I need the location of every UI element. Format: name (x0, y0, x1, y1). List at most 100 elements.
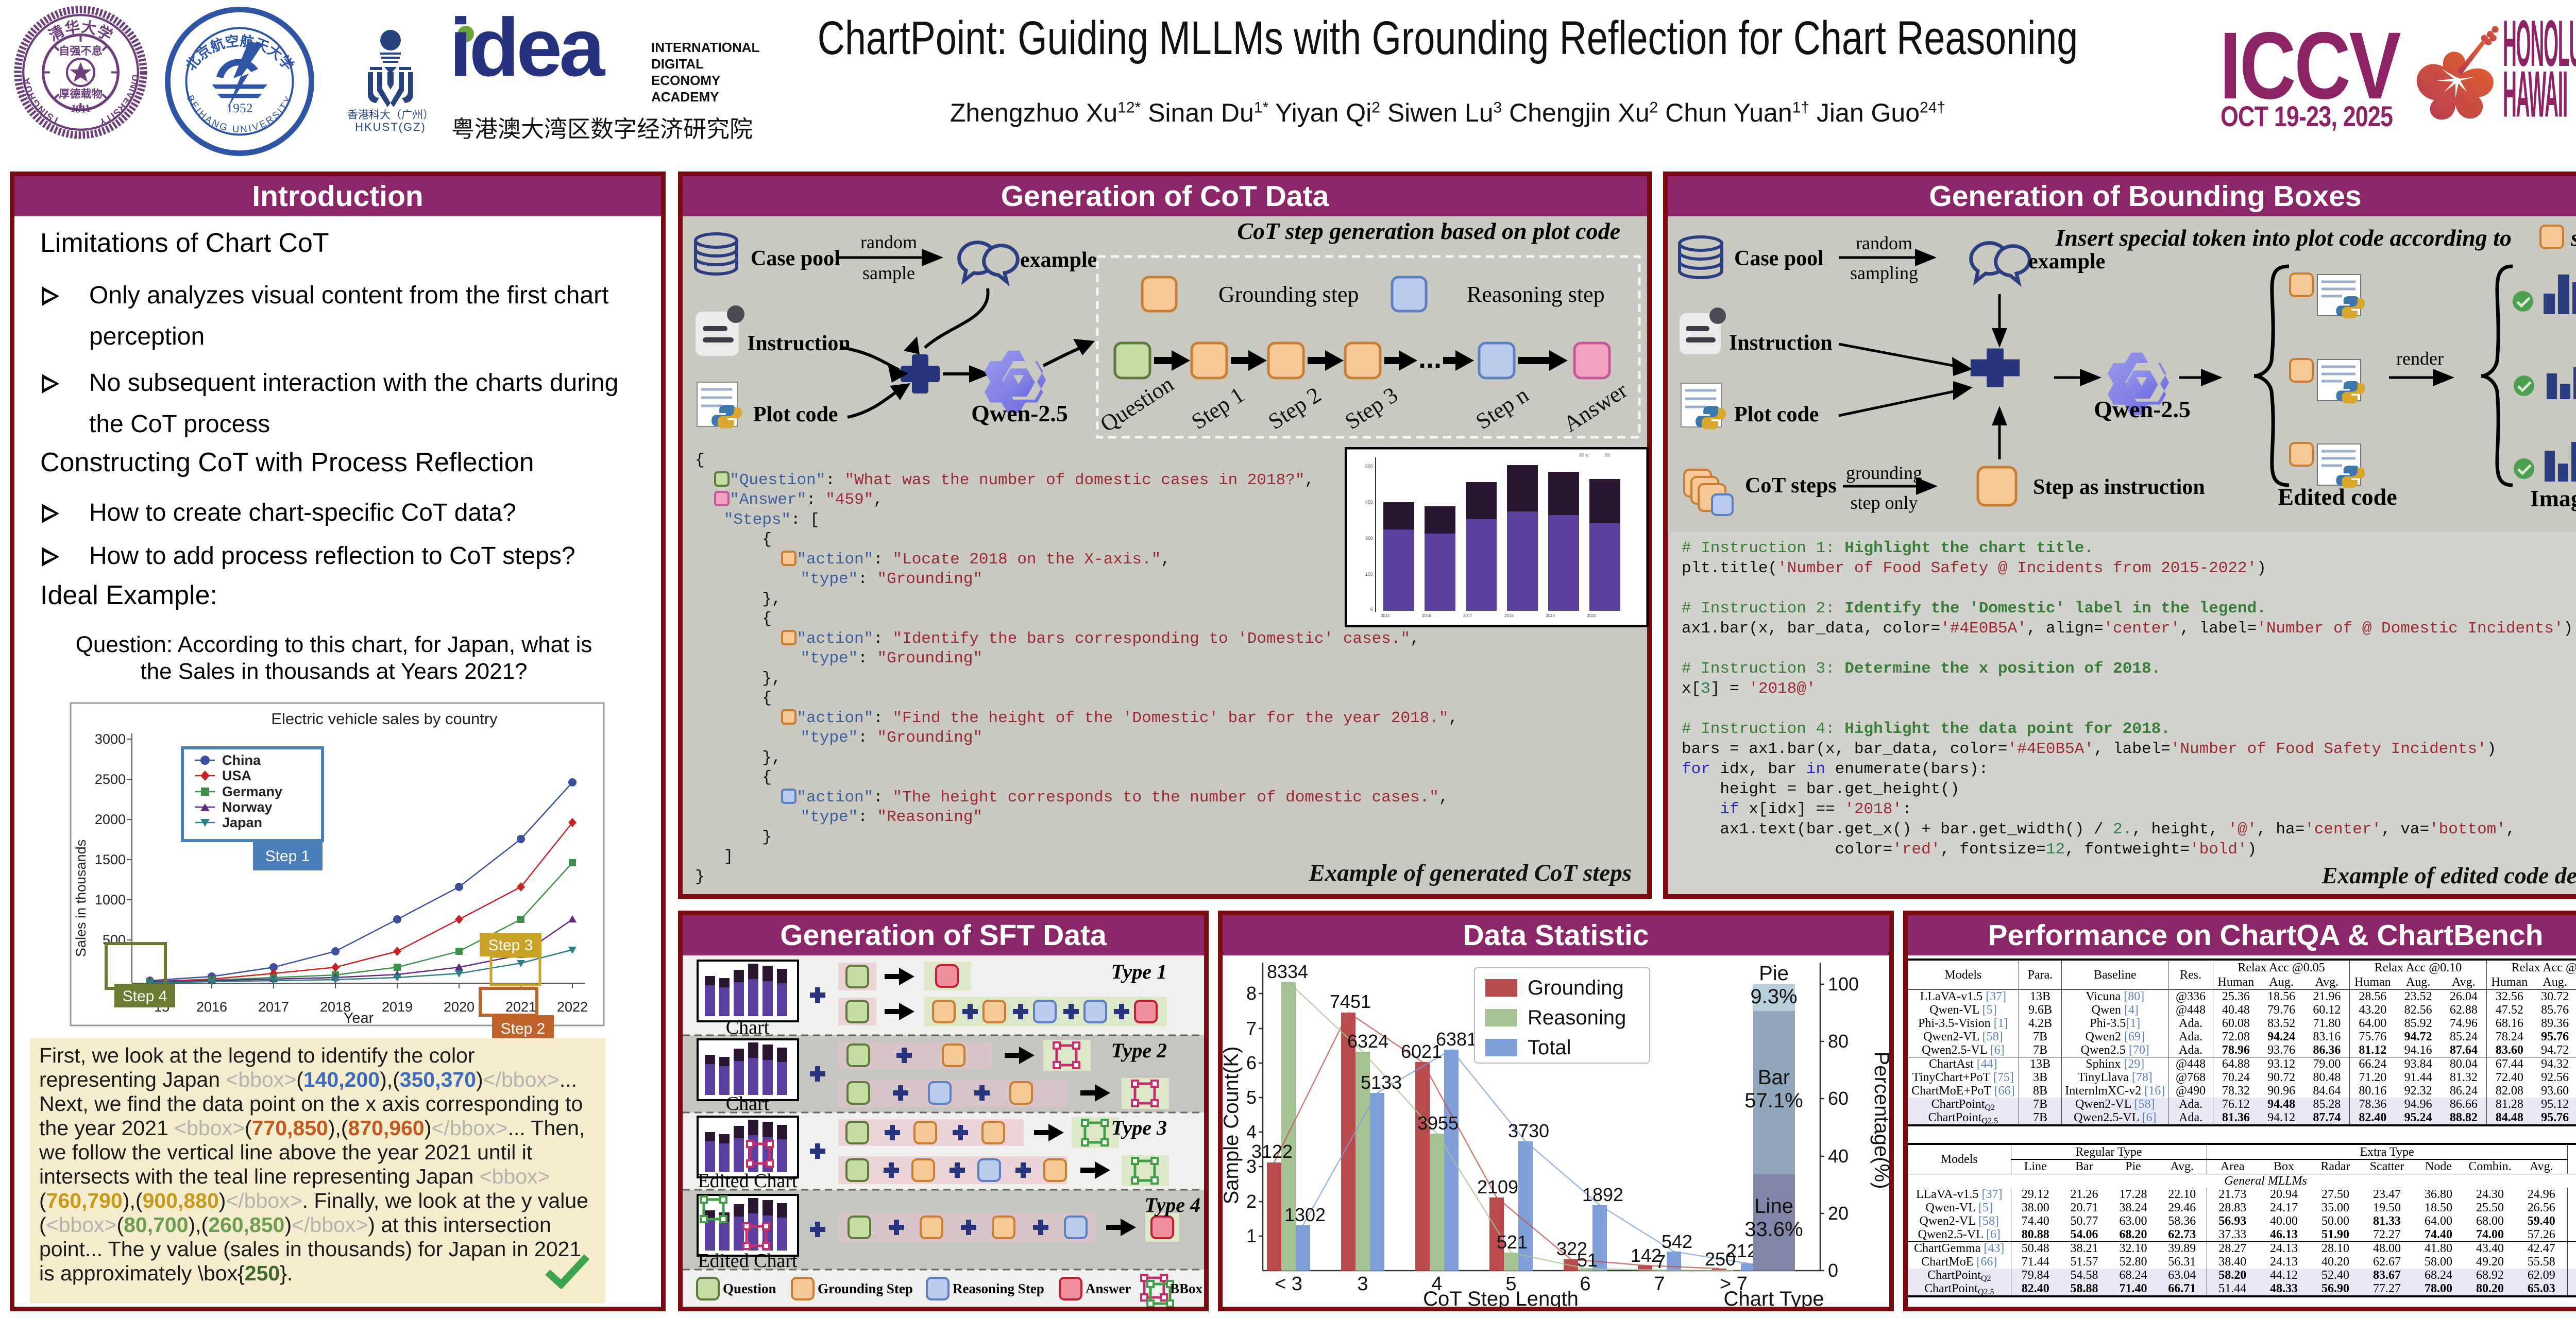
svg-text:4: 4 (1431, 1273, 1442, 1295)
svg-text:1000: 1000 (95, 892, 126, 908)
svg-text:57.1%: 57.1% (1744, 1089, 1803, 1112)
svg-text:example: example (2028, 250, 2105, 273)
svg-text:100: 100 (1828, 973, 1859, 995)
svg-text:Sample Count(K): Sample Count(K) (1223, 1047, 1243, 1205)
svg-text:5: 5 (1246, 1087, 1257, 1108)
svg-text:Chart: Chart (726, 1017, 770, 1038)
svg-text:5: 5 (1505, 1273, 1516, 1295)
svg-text:Instruction: Instruction (1729, 331, 1833, 355)
svg-text:150: 150 (1365, 572, 1373, 577)
svg-text:Norway: Norway (222, 799, 273, 815)
svg-text:7451: 7451 (1330, 991, 1371, 1012)
svg-text:2016: 2016 (196, 999, 227, 1015)
svg-text:6: 6 (1580, 1273, 1590, 1295)
svg-text:2020: 2020 (444, 999, 474, 1015)
svg-text:Step 1: Step 1 (1187, 382, 1249, 435)
svg-text:2020: 2020 (1587, 613, 1596, 618)
svg-text:Electric vehicle sales by coun: Electric vehicle sales by country (271, 710, 498, 728)
svg-text:example: example (1020, 248, 1097, 272)
svg-text:6324: 6324 (1347, 1031, 1388, 1052)
svg-text:3122: 3122 (1251, 1141, 1293, 1162)
svg-text:3: 3 (1246, 1156, 1257, 1177)
svg-text:2018: 2018 (1504, 613, 1514, 618)
svg-text:Reasoning step: Reasoning step (1467, 282, 1605, 307)
svg-text:33.6%: 33.6% (1744, 1218, 1803, 1241)
svg-text:2109: 2109 (1477, 1176, 1518, 1197)
svg-text:Japan: Japan (222, 815, 262, 830)
svg-text:S: S (1585, 453, 1588, 458)
svg-text:1952: 1952 (227, 100, 253, 115)
svg-text:7: 7 (1246, 1018, 1257, 1039)
svg-text:Image: Image (2530, 485, 2576, 511)
svg-text:step only: step only (1851, 492, 1918, 513)
svg-text:2015: 2015 (1381, 613, 1390, 618)
svg-text:521: 521 (1497, 1231, 1528, 1253)
svg-text:Line: Line (1754, 1195, 1793, 1218)
svg-text:Case pool: Case pool (1734, 247, 1824, 270)
svg-text:3: 3 (1357, 1273, 1368, 1295)
svg-text:3955: 3955 (1417, 1112, 1459, 1134)
svg-text:5133: 5133 (1361, 1072, 1402, 1093)
svg-text:8334: 8334 (1267, 961, 1308, 982)
svg-text:60: 60 (1828, 1088, 1849, 1109)
svg-text:3730: 3730 (1508, 1120, 1549, 1141)
svg-text:sample: sample (862, 263, 915, 283)
svg-text:Germany: Germany (222, 784, 282, 799)
svg-text:Total: Total (1528, 1036, 1571, 1059)
svg-text:322: 322 (1556, 1238, 1587, 1259)
svg-text:Percentage(%): Percentage(%) (1870, 1052, 1889, 1189)
svg-text:20: 20 (1828, 1203, 1849, 1224)
svg-text:Question: Question (723, 1281, 776, 1296)
svg-text:2018: 2018 (320, 999, 351, 1015)
svg-text:8: 8 (1246, 983, 1257, 1004)
svg-text:6021: 6021 (1401, 1041, 1442, 1062)
svg-text:CoT step generation based on p: CoT step generation based on plot code (1237, 218, 1620, 244)
svg-text:Sales in thousands: Sales in thousands (73, 840, 89, 957)
svg-text:USA: USA (222, 768, 251, 783)
svg-text:300: 300 (1365, 536, 1373, 541)
svg-text:80: 80 (1828, 1031, 1849, 1052)
svg-text:Type 3: Type 3 (1111, 1116, 1167, 1139)
svg-text:厚德载物: 厚德载物 (59, 88, 103, 100)
svg-text:600: 600 (1365, 464, 1373, 469)
svg-text:render: render (2396, 348, 2444, 369)
svg-text:Question: Question (1096, 371, 1178, 437)
svg-text:Edited Chart: Edited Chart (698, 1170, 798, 1192)
svg-text:1302: 1302 (1284, 1204, 1326, 1225)
svg-text:2500: 2500 (95, 772, 126, 787)
svg-text:Edited code: Edited code (2278, 484, 2397, 510)
svg-text:Grounding step: Grounding step (1218, 282, 1359, 307)
svg-text:Step 1: Step 1 (265, 848, 310, 865)
svg-text:CoT Step Length: CoT Step Length (1423, 1288, 1579, 1307)
svg-text:2016: 2016 (1422, 613, 1431, 618)
svg-text:2017: 2017 (258, 999, 289, 1015)
svg-text:Qwen-2.5: Qwen-2.5 (971, 400, 1068, 426)
svg-text:sampling: sampling (1850, 263, 1918, 283)
svg-text:HKUST(GZ): HKUST(GZ) (355, 121, 426, 133)
svg-text:random: random (1856, 233, 1912, 253)
svg-text:9.3%: 9.3% (1750, 985, 1797, 1008)
svg-text:random: random (860, 232, 917, 252)
svg-text:Answer: Answer (1086, 1281, 1131, 1296)
svg-text:Pie: Pie (1759, 962, 1789, 985)
svg-text:Grounding: Grounding (1528, 977, 1624, 999)
svg-text:Step 2: Step 2 (1264, 382, 1326, 435)
svg-text:CoT steps: CoT steps (1745, 474, 1837, 498)
svg-text:0: 0 (1370, 607, 1373, 612)
svg-text:Chart Type: Chart Type (1724, 1288, 1824, 1307)
svg-text:Step 2: Step 2 (501, 1020, 546, 1037)
svg-text:450: 450 (1365, 500, 1373, 505)
svg-text:> 7: > 7 (1720, 1273, 1748, 1295)
svg-text:Plot code: Plot code (1734, 403, 1819, 426)
svg-text:Step as instruction: Step as instruction (2033, 475, 2205, 499)
svg-text:China: China (222, 752, 261, 768)
svg-text:Edited Chart: Edited Chart (698, 1250, 798, 1272)
svg-text:1892: 1892 (1582, 1184, 1623, 1205)
svg-text:2: 2 (1246, 1191, 1257, 1212)
svg-text:542: 542 (1662, 1231, 1692, 1252)
svg-text:1: 1 (1246, 1225, 1257, 1246)
svg-text:2019: 2019 (1546, 613, 1555, 618)
svg-text:0: 0 (1828, 1260, 1838, 1281)
svg-text:3000: 3000 (95, 731, 126, 747)
svg-text:4: 4 (1246, 1121, 1257, 1142)
